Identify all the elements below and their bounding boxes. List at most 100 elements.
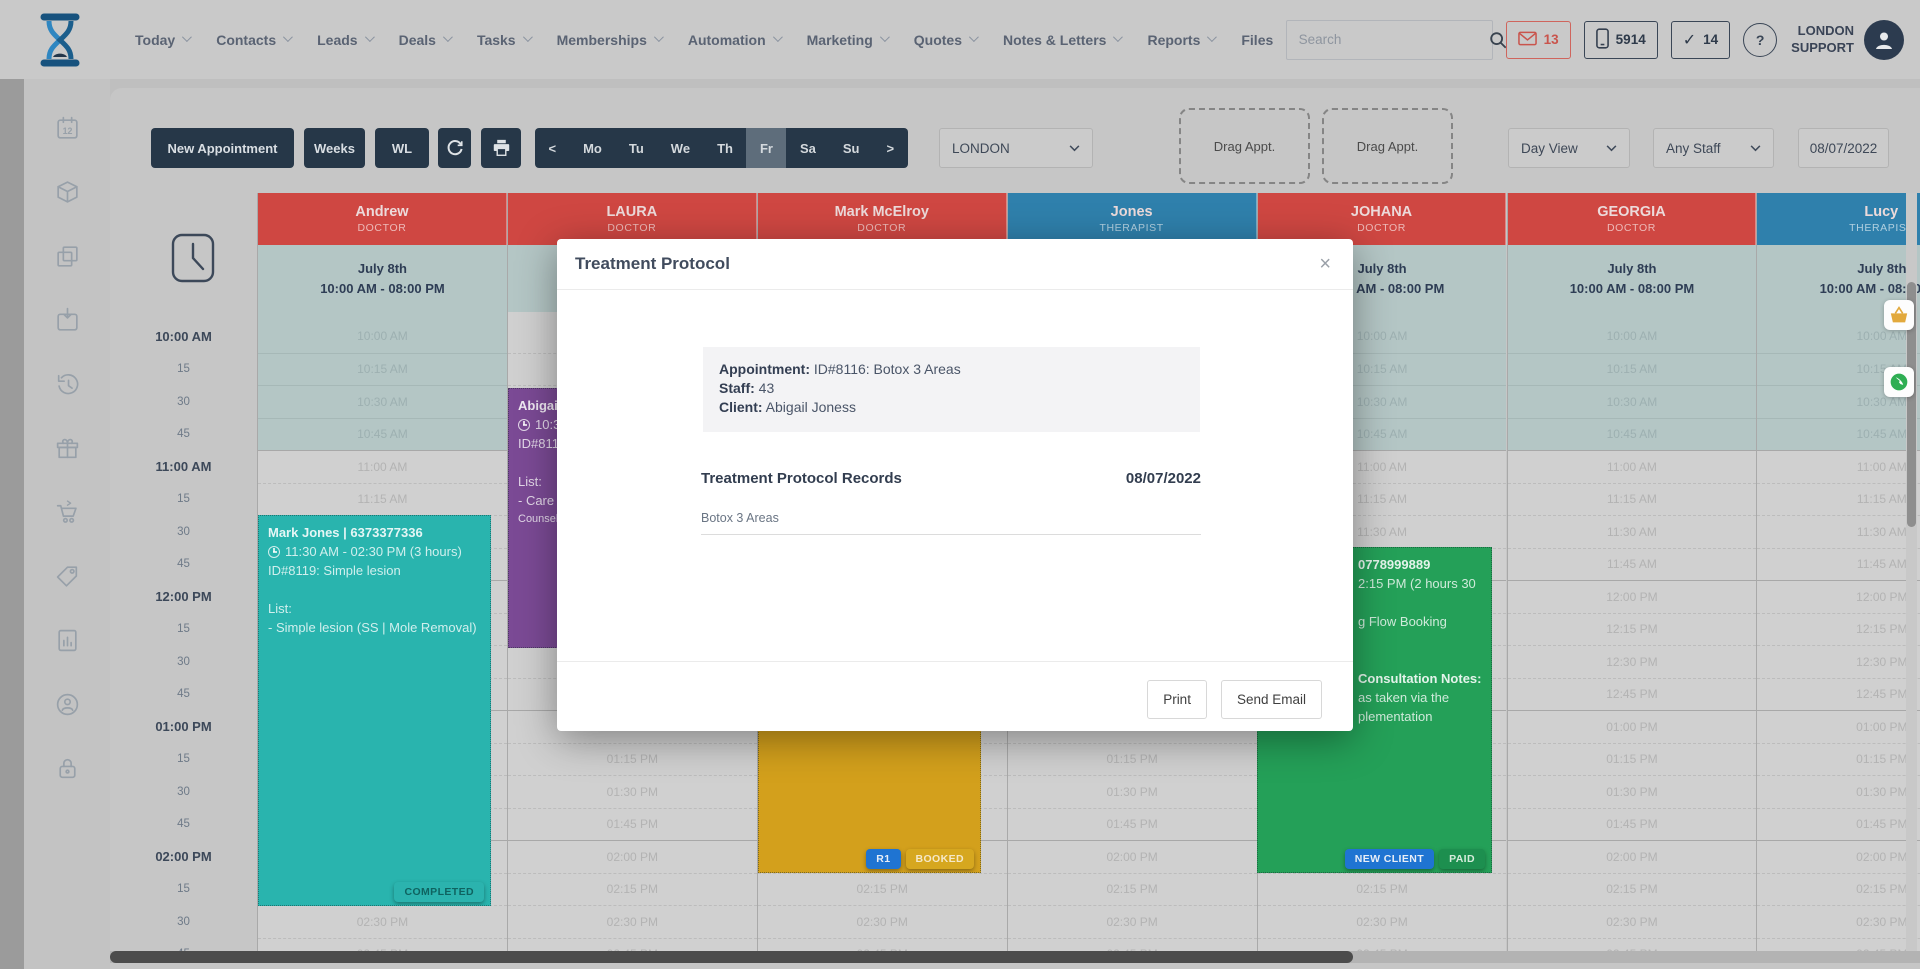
time-slot[interactable]: 02:45 PM	[1757, 937, 1920, 951]
appointment-mark-jones-simple-lesion[interactable]: Mark Jones | 6373377336 11:30 AM - 02:30 …	[258, 515, 491, 906]
staff-column-header-jones[interactable]: Jones THERAPIST	[1007, 193, 1257, 245]
time-slot[interactable]: 10:15 AM	[1507, 352, 1757, 385]
nav-item-quotes[interactable]: Quotes	[914, 32, 979, 48]
new-appointment-button[interactable]: New Appointment	[151, 128, 294, 168]
avatar[interactable]	[1864, 19, 1904, 60]
nav-item-automation[interactable]: Automation	[688, 32, 783, 48]
time-slot[interactable]: 02:30 PM	[1757, 905, 1920, 938]
time-slot[interactable]: 11:00 AM	[258, 450, 507, 483]
time-slot[interactable]: 01:30 PM	[507, 775, 757, 808]
staff-column-header-lucy[interactable]: Lucy THERAPIST	[1757, 193, 1920, 245]
time-slot[interactable]: 10:00 AM	[258, 320, 507, 353]
nav-item-reports[interactable]: Reports	[1147, 32, 1218, 48]
weeks-button[interactable]: Weeks	[304, 128, 365, 168]
day-cell-th[interactable]: Th	[717, 140, 733, 156]
vertical-scrollbar-thumb[interactable]	[1907, 282, 1916, 527]
time-slot[interactable]: 02:45 PM	[1507, 937, 1757, 951]
staff-column-header-johana[interactable]: JOHANA DOCTOR	[1257, 193, 1507, 245]
time-slot[interactable]: 11:45 AM	[1507, 547, 1757, 580]
time-slot[interactable]: 11:00 AM	[1507, 450, 1757, 483]
time-slot[interactable]: 02:30 PM	[1507, 905, 1757, 938]
time-slot[interactable]: 01:45 PM	[1757, 807, 1920, 840]
time-slot[interactable]: 02:45 PM	[1257, 937, 1507, 951]
package-icon[interactable]	[52, 177, 82, 207]
time-slot[interactable]: 12:15 PM	[1507, 612, 1757, 645]
nav-item-leads[interactable]: Leads	[317, 32, 375, 48]
time-slot[interactable]: 02:00 PM	[507, 840, 757, 873]
time-slot[interactable]: 10:45 AM	[1757, 417, 1920, 450]
staff-column-header-laura[interactable]: LAURA DOCTOR	[507, 193, 757, 245]
time-slot[interactable]: 11:15 AM	[1757, 482, 1920, 515]
location-select[interactable]: LONDON	[939, 128, 1093, 168]
time-slot[interactable]: 12:45 PM	[1507, 677, 1757, 710]
time-slot[interactable]: 12:00 PM	[1507, 580, 1757, 613]
view-select[interactable]: Day View	[1508, 128, 1630, 168]
record-item[interactable]: Botox 3 Areas	[701, 511, 1201, 535]
messages-badge[interactable]: 13	[1505, 20, 1571, 59]
time-slot[interactable]: 02:15 PM	[1507, 872, 1757, 905]
drag-appointment-slot-2[interactable]: Drag Appt.	[1322, 108, 1453, 184]
time-slot[interactable]: 01:30 PM	[1507, 775, 1757, 808]
search-input[interactable]	[1286, 32, 1488, 47]
time-slot[interactable]: 11:30 AM	[1507, 515, 1757, 548]
time-slot[interactable]: 10:45 AM	[258, 417, 507, 450]
time-slot[interactable]: 10:30 AM	[258, 385, 507, 418]
time-slot[interactable]: 11:15 AM	[258, 482, 507, 515]
time-slot[interactable]: 02:30 PM	[258, 905, 507, 938]
search-icon[interactable]	[1488, 21, 1508, 59]
nav-item-deals[interactable]: Deals	[399, 32, 453, 48]
day-next-button[interactable]: >	[886, 140, 895, 156]
waitlist-button[interactable]: WL	[375, 128, 429, 168]
time-slot[interactable]: 01:15 PM	[1507, 742, 1757, 775]
print-button[interactable]	[481, 128, 521, 168]
time-slot[interactable]: 02:30 PM	[1257, 905, 1507, 938]
day-cell-su[interactable]: Su	[842, 140, 860, 156]
app-logo[interactable]	[37, 13, 83, 67]
time-slot[interactable]: 02:45 PM	[1007, 937, 1257, 951]
gift-icon[interactable]	[52, 433, 82, 463]
nav-item-files[interactable]: Files	[1241, 32, 1273, 48]
time-slot[interactable]: 10:15 AM	[258, 352, 507, 385]
time-slot[interactable]: 02:15 PM	[1757, 872, 1920, 905]
help-button[interactable]: ?	[1743, 22, 1778, 57]
phone-badge[interactable]: 5914	[1583, 20, 1658, 59]
time-slot[interactable]: 01:45 PM	[1507, 807, 1757, 840]
time-slot[interactable]: 11:45 AM	[1757, 547, 1920, 580]
nav-item-memberships[interactable]: Memberships	[557, 32, 664, 48]
time-slot[interactable]: 10:30 AM	[1507, 385, 1757, 418]
staff-column-header-andrew[interactable]: Andrew DOCTOR	[258, 193, 507, 245]
time-slot[interactable]: 02:15 PM	[1007, 872, 1257, 905]
history-icon[interactable]	[52, 369, 82, 399]
time-slot[interactable]: 11:00 AM	[1757, 450, 1920, 483]
time-slot[interactable]: 02:00 PM	[1757, 840, 1920, 873]
time-slot[interactable]: 01:45 PM	[1007, 807, 1257, 840]
horizontal-scrollbar-thumb[interactable]	[110, 951, 1353, 963]
calendar-icon[interactable]: 12	[52, 113, 82, 143]
time-slot[interactable]: 12:30 PM	[1757, 645, 1920, 678]
vertical-scrollbar[interactable]	[1906, 193, 1917, 951]
date-picker[interactable]: 08/07/2022	[1798, 128, 1889, 168]
time-slot[interactable]: 10:30 AM	[1757, 385, 1920, 418]
time-slot[interactable]: 02:30 PM	[757, 905, 1007, 938]
time-slot[interactable]: 02:15 PM	[757, 872, 1007, 905]
horizontal-scrollbar[interactable]	[110, 951, 1920, 963]
time-slot[interactable]: 01:30 PM	[1757, 775, 1920, 808]
time-slot[interactable]: 02:15 PM	[507, 872, 757, 905]
staff-column-header-georgia[interactable]: GEORGIA DOCTOR	[1507, 193, 1757, 245]
time-slot[interactable]: 02:30 PM	[507, 905, 757, 938]
send-email-button[interactable]: Send Email	[1220, 680, 1322, 719]
time-slot[interactable]: 11:15 AM	[1507, 482, 1757, 515]
nav-item-notes-letters[interactable]: Notes & Letters	[1003, 32, 1124, 48]
day-cell-we[interactable]: We	[670, 140, 691, 156]
time-slot[interactable]: 11:30 AM	[1757, 515, 1920, 548]
time-slot[interactable]: 01:00 PM	[1507, 710, 1757, 743]
time-slot[interactable]: 12:15 PM	[1757, 612, 1920, 645]
time-slot[interactable]: 10:00 AM	[1507, 320, 1757, 353]
time-slot[interactable]: 01:45 PM	[507, 807, 757, 840]
tag-icon[interactable]	[52, 561, 82, 591]
time-slot[interactable]: 02:45 PM	[258, 937, 507, 951]
calendar-import-icon[interactable]	[52, 305, 82, 335]
lock-icon[interactable]	[52, 753, 82, 783]
tasks-badge[interactable]: ✓ 14	[1670, 20, 1731, 59]
day-cell-tu[interactable]: Tu	[628, 140, 644, 156]
